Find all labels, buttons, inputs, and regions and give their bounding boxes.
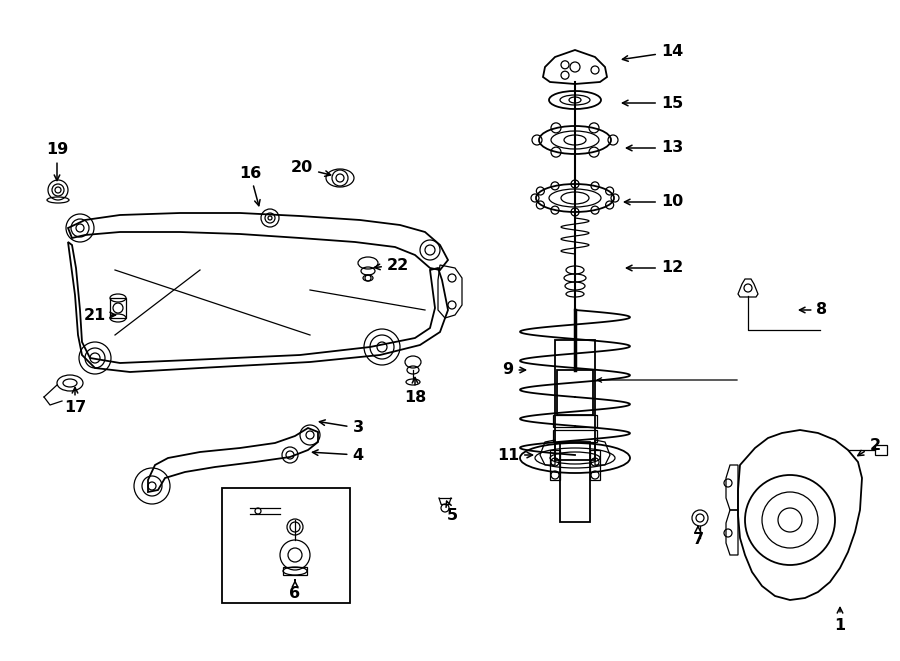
Bar bbox=[222, 488, 350, 603]
Text: 3: 3 bbox=[320, 420, 364, 436]
Bar bbox=[560, 442, 590, 522]
Bar bbox=[555, 340, 595, 460]
Text: 5: 5 bbox=[446, 501, 457, 522]
Bar bbox=[553, 430, 597, 442]
Bar bbox=[283, 567, 307, 575]
Bar bbox=[590, 450, 600, 480]
Text: 19: 19 bbox=[46, 143, 68, 180]
Text: 21: 21 bbox=[84, 307, 115, 323]
Text: 17: 17 bbox=[64, 387, 86, 416]
Text: 8: 8 bbox=[799, 303, 828, 317]
Text: 22: 22 bbox=[374, 258, 410, 272]
Text: 11: 11 bbox=[497, 447, 533, 463]
Text: 15: 15 bbox=[623, 95, 683, 110]
Bar bbox=[875, 445, 887, 455]
Text: 2: 2 bbox=[858, 438, 880, 455]
Text: 12: 12 bbox=[626, 260, 683, 276]
Text: 1: 1 bbox=[834, 607, 846, 633]
Bar bbox=[550, 450, 560, 480]
Bar bbox=[553, 415, 597, 427]
Text: 9: 9 bbox=[502, 362, 526, 377]
Text: 20: 20 bbox=[291, 161, 330, 176]
Bar bbox=[557, 370, 593, 415]
Text: 4: 4 bbox=[312, 447, 364, 463]
Text: 18: 18 bbox=[404, 377, 426, 405]
Text: 7: 7 bbox=[692, 526, 704, 547]
Bar bbox=[110, 298, 126, 318]
Text: 13: 13 bbox=[626, 141, 683, 155]
Text: 16: 16 bbox=[238, 165, 261, 206]
Text: 14: 14 bbox=[623, 44, 683, 61]
Text: 6: 6 bbox=[290, 580, 301, 600]
Text: 10: 10 bbox=[625, 194, 683, 210]
